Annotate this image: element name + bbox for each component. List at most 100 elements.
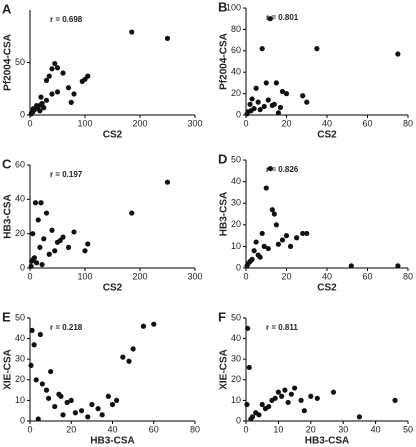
x-tick-label: 30 — [338, 424, 348, 434]
x-tick-label: 300 — [187, 271, 202, 281]
point — [72, 410, 78, 416]
point — [273, 222, 279, 228]
point — [263, 80, 269, 86]
y-tick-label: 40 — [231, 176, 241, 186]
x-tick-label: 60 — [362, 271, 372, 281]
y-tick-label: 40 — [15, 333, 25, 343]
point — [46, 251, 52, 257]
x-tick-label: 100 — [77, 271, 92, 281]
point — [46, 73, 52, 79]
point — [85, 241, 91, 247]
panel-letter: D — [218, 151, 227, 166]
point — [275, 110, 281, 116]
panel-letter: A — [2, 1, 12, 16]
point — [356, 414, 362, 420]
point — [261, 243, 267, 249]
y-tick-label: 50 — [15, 57, 25, 67]
point — [30, 231, 36, 237]
x-tick-label: 20 — [281, 271, 291, 281]
x-tick-label: 100 — [77, 118, 92, 128]
point — [30, 106, 36, 112]
point — [249, 256, 255, 262]
point — [301, 408, 307, 414]
point — [330, 389, 337, 395]
point — [54, 89, 61, 95]
point — [130, 346, 136, 352]
correlation-label: r = 0.811 — [266, 323, 298, 332]
point — [30, 256, 36, 263]
point — [395, 51, 401, 57]
x-tick-label: 0 — [27, 424, 32, 434]
point — [275, 389, 281, 395]
y-tick-label: 10 — [231, 395, 241, 405]
y-tick-label: 40 — [231, 67, 241, 77]
point — [283, 233, 290, 239]
point — [257, 107, 263, 113]
y-tick-label: 30 — [15, 354, 25, 364]
point — [114, 397, 120, 403]
point — [32, 200, 39, 206]
x-tick-label: 80 — [190, 424, 200, 434]
y-axis-title: Pf2004-CSA — [3, 34, 14, 91]
point — [269, 102, 275, 108]
point — [287, 243, 294, 249]
x-tick-label: 0 — [27, 271, 32, 281]
point — [52, 60, 58, 67]
point — [248, 108, 254, 114]
y-tick-label: 20 — [231, 219, 241, 229]
point — [298, 397, 304, 403]
y-tick-label: 20 — [231, 374, 241, 384]
point — [38, 94, 44, 100]
y-tick-label: 0 — [236, 262, 241, 272]
point — [247, 101, 253, 107]
point — [57, 237, 63, 244]
panel-letter: B — [218, 0, 227, 14]
point — [37, 108, 43, 114]
y-tick-label: 80 — [231, 24, 241, 34]
y-tick-label: 0 — [20, 415, 25, 425]
x-tick-label: 20 — [66, 424, 76, 434]
point — [300, 93, 306, 99]
point — [266, 403, 272, 410]
point — [271, 211, 277, 217]
point — [99, 412, 105, 418]
point — [249, 96, 255, 102]
point — [71, 91, 77, 97]
point — [285, 399, 291, 406]
point — [52, 248, 58, 254]
point — [43, 77, 50, 83]
point — [129, 29, 135, 35]
point — [140, 323, 147, 329]
panel-letter: F — [218, 309, 226, 324]
point — [68, 99, 74, 105]
y-tick-label: 60 — [231, 45, 241, 55]
point — [283, 91, 290, 97]
y-tick-label: 40 — [15, 194, 25, 204]
y-axis-title: HB3-CSA — [219, 192, 230, 236]
x-tick-label: 50 — [403, 424, 413, 434]
point — [37, 331, 43, 338]
point — [392, 397, 398, 403]
point — [292, 385, 298, 391]
y-axis-title: XIE-CSA — [219, 349, 230, 390]
point — [259, 230, 265, 237]
point — [29, 327, 35, 333]
point — [261, 103, 267, 110]
point — [120, 354, 126, 360]
point — [60, 412, 66, 418]
x-axis-title: CS2 — [103, 283, 123, 294]
y-tick-label: 20 — [15, 228, 25, 238]
point — [49, 91, 55, 97]
point — [34, 260, 40, 266]
x-tick-label: 300 — [187, 118, 202, 128]
point — [246, 364, 252, 371]
point — [294, 235, 300, 241]
point — [314, 395, 320, 401]
point — [244, 111, 250, 117]
point — [79, 78, 85, 84]
x-tick-label: 200 — [132, 118, 147, 128]
point — [43, 387, 50, 393]
y-tick-label: 0 — [20, 262, 25, 272]
point — [65, 244, 72, 250]
y-tick-label: 40 — [231, 333, 241, 343]
